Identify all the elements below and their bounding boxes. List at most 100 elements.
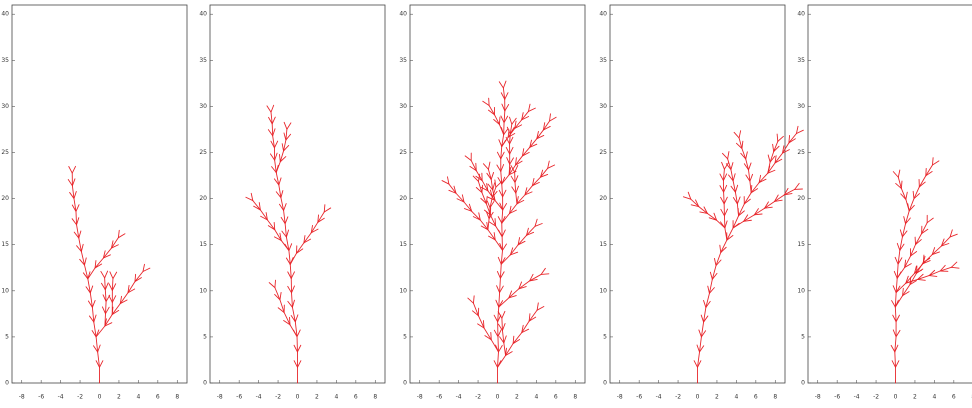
plot-frame: [12, 5, 187, 383]
plant-segment: [549, 117, 556, 121]
plant-segment: [900, 230, 902, 237]
x-tick-label: -6: [834, 394, 840, 401]
plant-segment: [495, 240, 502, 250]
plant-segment: [324, 208, 330, 212]
plant-segment: [276, 162, 280, 173]
plant-segment: [737, 204, 738, 216]
plant-segment: [109, 296, 112, 303]
plant-segment: [324, 205, 325, 212]
x-tick-label: -8: [417, 394, 423, 401]
plant-segment: [739, 131, 741, 138]
x-tick-label: 0: [98, 394, 102, 401]
plant-segment: [699, 330, 702, 337]
x-tick-label: -6: [236, 394, 242, 401]
plant-segment: [274, 141, 277, 148]
plant-segment: [496, 182, 501, 187]
plant-segment: [731, 163, 733, 170]
plant-segment: [708, 286, 710, 293]
y-tick-label: 20: [399, 195, 407, 202]
plant-segment: [898, 170, 900, 177]
plant-segment: [506, 147, 509, 154]
x-tick-label: -6: [436, 394, 442, 401]
x-tick-label: -2: [475, 394, 481, 401]
plant-segment: [118, 234, 125, 238]
x-tick-label: 2: [117, 394, 121, 401]
plant-segment: [516, 186, 519, 193]
y-tick-label: 40: [199, 11, 207, 18]
plant-segment: [297, 345, 300, 352]
y-tick-label: 30: [599, 103, 607, 110]
plant-segment: [496, 226, 502, 237]
plant-segment: [498, 217, 502, 224]
plant-segment: [896, 361, 899, 368]
y-tick-label: 10: [399, 287, 407, 294]
x-tick-label: -2: [675, 394, 681, 401]
plant-segment: [897, 267, 904, 278]
y-tick-label: 0: [403, 380, 407, 387]
plant-segment: [118, 230, 119, 237]
plant-segment: [275, 288, 280, 300]
x-tick-label: 2: [315, 394, 319, 401]
x-tick-label: -8: [617, 394, 623, 401]
x-tick-label: 8: [773, 394, 777, 401]
plant-segment: [739, 204, 745, 216]
plant-segment: [724, 185, 727, 192]
y-tick-label: 15: [399, 241, 407, 248]
plant-segment: [502, 213, 510, 223]
plant-segment: [906, 199, 909, 211]
plant-segment: [893, 172, 898, 178]
plant-segment: [537, 303, 538, 310]
plant-segment: [497, 152, 500, 159]
plant-segment: [896, 283, 906, 292]
x-tick-label: -8: [217, 394, 223, 401]
plant-segment: [267, 106, 271, 112]
plant-segment: [892, 301, 896, 307]
plant-segment: [473, 176, 478, 181]
x-tick-label: 6: [554, 394, 558, 401]
plant-segment: [76, 211, 77, 224]
y-tick-label: 20: [797, 195, 805, 202]
x-tick-label: 0: [496, 394, 500, 401]
plant-segment: [750, 174, 753, 181]
y-tick-label: 20: [599, 195, 607, 202]
plant-segment: [505, 104, 509, 110]
plant-segment: [778, 136, 784, 141]
x-tick-label: 8: [573, 394, 577, 401]
plant-segment: [495, 115, 500, 125]
plant-segment: [74, 192, 76, 199]
plant-segment: [720, 186, 724, 192]
x-tick-label: 0: [696, 394, 700, 401]
plant-segment: [499, 124, 503, 134]
plant-segment: [895, 352, 896, 367]
plant-segment: [85, 258, 87, 265]
plant-segment: [95, 258, 103, 268]
y-tick-label: 10: [797, 287, 805, 294]
x-tick-label: 8: [373, 394, 377, 401]
y-tick-label: 35: [1, 57, 9, 64]
plant-segment: [499, 82, 503, 88]
plant-segment: [499, 117, 500, 124]
plant-segment: [724, 197, 727, 204]
y-tick-label: 40: [599, 11, 607, 18]
plant-segment: [499, 140, 502, 147]
y-tick-label: 25: [599, 149, 607, 156]
plant-segment: [486, 196, 487, 203]
plant-segment: [488, 162, 490, 169]
plant-segment: [81, 244, 83, 251]
plant-segment: [704, 300, 706, 307]
x-tick-label: -4: [854, 394, 860, 401]
plant-segment: [744, 193, 751, 204]
plant-segment: [112, 296, 115, 303]
plant-segment: [768, 155, 770, 162]
plant-segment: [501, 255, 510, 264]
plant-segment: [529, 310, 537, 321]
plant-segment: [497, 165, 501, 171]
plant-segment: [267, 220, 274, 230]
plant-segment: [297, 243, 304, 253]
x-tick-label: -4: [656, 394, 662, 401]
plant-segment: [295, 315, 298, 322]
plant-segment: [720, 245, 721, 252]
plant-segment: [904, 217, 906, 224]
plant-segment: [720, 174, 723, 181]
y-tick-label: 0: [203, 380, 207, 387]
